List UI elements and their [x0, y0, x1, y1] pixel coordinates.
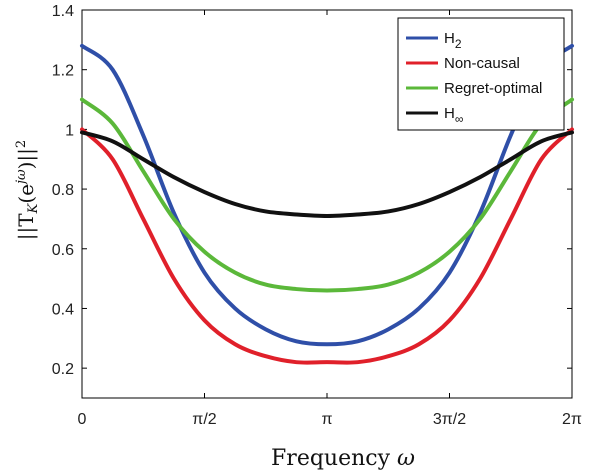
series-lines — [80, 43, 574, 365]
legend-label: Non-causal — [444, 55, 520, 72]
x-axis: 0 π/2 π 3π/2 2π — [78, 10, 582, 428]
series-line-0 — [80, 43, 574, 347]
x-tick-label: 3π/2 — [433, 411, 466, 428]
y-tick-label: 1 — [65, 122, 74, 139]
series-line-1 — [80, 127, 574, 365]
y-tick-label: 1.2 — [52, 63, 74, 80]
y-tick-label: 0.2 — [52, 361, 74, 378]
x-tick-label: π/2 — [192, 411, 216, 428]
y-axis-title: ||TK(ejω)||2 — [14, 140, 41, 240]
legend-label: H2 — [444, 30, 462, 51]
legend-label-name: H — [444, 105, 455, 122]
x-tick-label: 0 — [78, 411, 87, 428]
x-axis-title: Frequency ω — [271, 446, 415, 471]
y-tick-label: 1.4 — [52, 3, 74, 20]
legend-label: Regret-optimal — [444, 80, 542, 97]
y-tick-label: 0.4 — [52, 301, 74, 318]
y-tick-label: 0.6 — [52, 242, 74, 259]
series-line-3 — [80, 130, 574, 218]
y-tick-label: 0.8 — [52, 182, 74, 199]
x-tick-label: π — [321, 411, 332, 428]
legend-label-sub: ∞ — [455, 112, 464, 126]
x-tick-label: 2π — [562, 411, 582, 428]
legend-label-name: Non-causal — [444, 55, 520, 72]
legend-label: H∞ — [444, 105, 463, 126]
legend-label-name: H — [444, 30, 455, 47]
legend-label-sub: 2 — [455, 37, 462, 51]
series-line-2 — [80, 97, 574, 293]
legend-label-name: Regret-optimal — [444, 80, 542, 97]
y-axis: 0.2 0.4 0.6 0.8 1 1.2 1.4 — [52, 3, 572, 378]
